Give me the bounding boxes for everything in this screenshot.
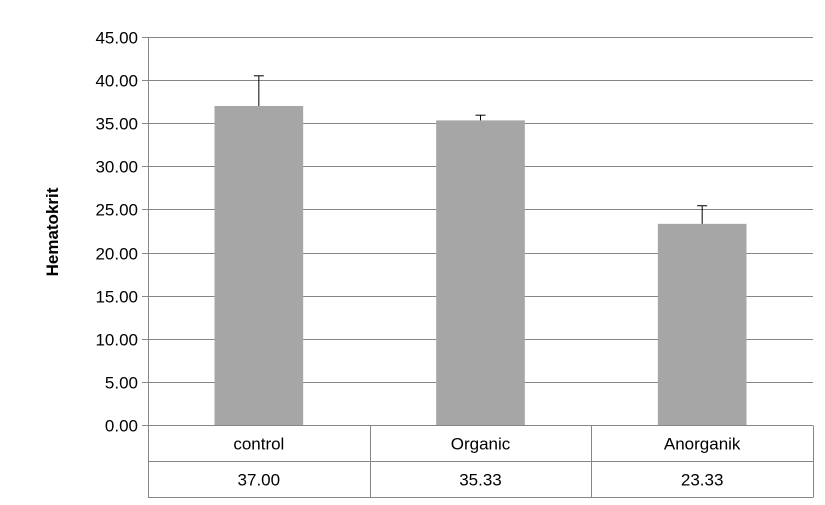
bar-organic: [436, 120, 525, 425]
y-tick-label: 30.00: [95, 158, 138, 177]
y-tick-label: 25.00: [95, 201, 138, 220]
y-tick-label: 40.00: [95, 72, 138, 91]
data-table: control 37.00 Organic 35.33 Anorganik 23.33: [148, 425, 814, 498]
bar-control: [214, 105, 304, 425]
value-label: 35.33: [459, 471, 502, 490]
axes: [142, 37, 149, 426]
y-tick-label: 15.00: [95, 288, 138, 307]
y-tick-label: 20.00: [95, 245, 138, 264]
category-label: Organic: [451, 435, 511, 454]
y-tick-label: 0.00: [105, 417, 138, 436]
category-label: control: [233, 435, 284, 454]
value-label: 23.33: [681, 471, 724, 490]
bars: [214, 75, 747, 425]
y-tick-label: 10.00: [95, 331, 138, 350]
y-tick-label: 5.00: [105, 374, 138, 393]
y-tick-label: 45.00: [95, 29, 138, 48]
category-label: Anorganik: [664, 435, 741, 454]
value-label: 37.00: [238, 471, 281, 490]
y-axis-label: Hematokrit: [43, 187, 62, 276]
y-tick-label: 35.00: [95, 115, 138, 134]
y-tick-labels: 0.00 5.00 10.00 15.00 20.00 25.00 30.00 35.00 40…: [95, 29, 138, 436]
bar-anorganik: [657, 223, 747, 425]
